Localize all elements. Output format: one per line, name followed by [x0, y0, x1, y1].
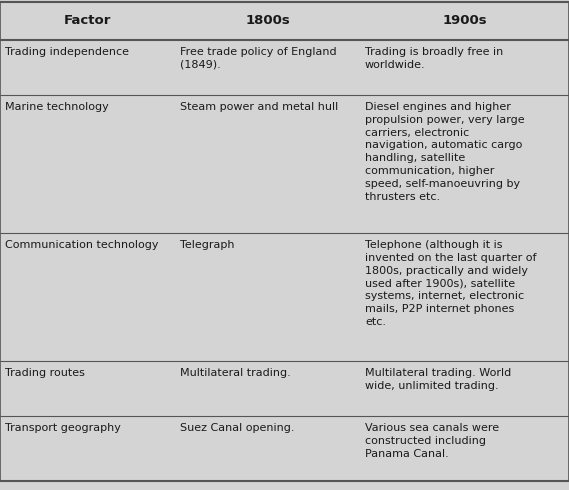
Bar	[0, 361, 569, 416]
Text: Multilateral trading. World
wide, unlimited trading.: Multilateral trading. World wide, unlimi…	[365, 368, 512, 391]
Text: Telegraph: Telegraph	[180, 240, 234, 250]
Text: Free trade policy of England
(1849).: Free trade policy of England (1849).	[180, 47, 337, 70]
Text: Diesel engines and higher
propulsion power, very large
carriers, electronic
navi: Diesel engines and higher propulsion pow…	[365, 102, 525, 201]
Text: Transport geography: Transport geography	[5, 423, 121, 433]
Text: Telephone (although it is
invented on the last quarter of
1800s, practically and: Telephone (although it is invented on th…	[365, 240, 537, 327]
Text: Communication technology: Communication technology	[5, 240, 159, 250]
Text: Suez Canal opening.: Suez Canal opening.	[180, 423, 295, 433]
Text: Trading independence: Trading independence	[5, 47, 129, 57]
Bar	[0, 233, 569, 361]
Text: Multilateral trading.: Multilateral trading.	[180, 368, 291, 378]
Text: Factor: Factor	[64, 15, 111, 27]
Bar	[0, 416, 569, 481]
Text: Trading routes: Trading routes	[5, 368, 85, 378]
Text: Steam power and metal hull: Steam power and metal hull	[180, 102, 338, 112]
Text: Various sea canals were
constructed including
Panama Canal.: Various sea canals were constructed incl…	[365, 423, 499, 459]
Text: 1800s: 1800s	[245, 15, 290, 27]
Text: Trading is broadly free in
worldwide.: Trading is broadly free in worldwide.	[365, 47, 503, 70]
Bar	[0, 95, 569, 233]
Text: 1900s: 1900s	[442, 15, 487, 27]
Bar	[0, 40, 569, 95]
Text: Marine technology: Marine technology	[5, 102, 109, 112]
